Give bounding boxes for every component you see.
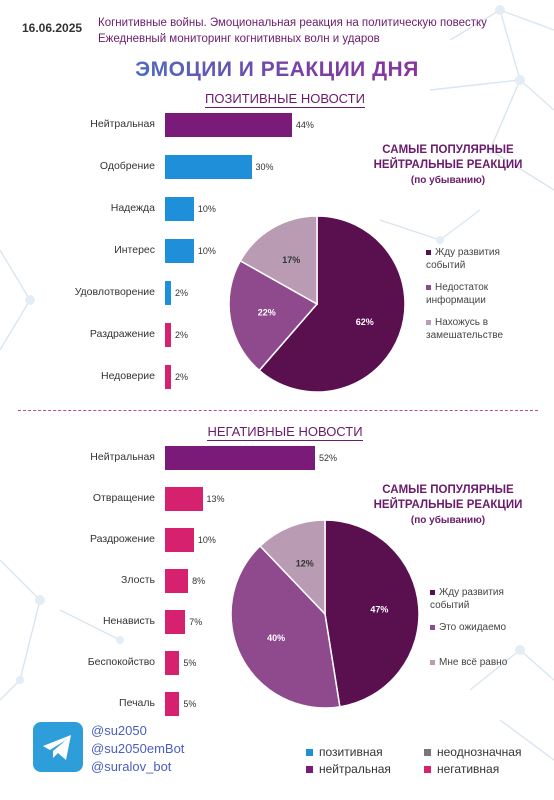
bar-category-label: Раздрожение <box>89 533 155 545</box>
pie-value-label: 40% <box>267 633 285 643</box>
bar <box>165 446 315 470</box>
bar-value-label: 5% <box>183 658 197 668</box>
bar-category-label: Нейтральная <box>90 451 155 463</box>
pie-value-label: 47% <box>370 605 388 615</box>
pie-legend-label: Это ожидаемо <box>439 622 507 633</box>
bar-category-label: Отвращение <box>92 492 155 504</box>
pie-legend-item: Это ожидаемо <box>430 621 540 634</box>
bar <box>165 692 180 716</box>
category-legend-item: негативная <box>424 762 499 776</box>
bar <box>165 569 189 593</box>
bar-value-label: 52% <box>319 453 338 463</box>
bar-category-label: Одобрение <box>99 160 155 172</box>
legend-swatch <box>430 659 435 665</box>
legend-swatch <box>430 589 435 595</box>
pie-legend-item: Недостаток информации <box>426 281 536 307</box>
legend-swatch <box>306 749 313 757</box>
pie-slice <box>239 215 318 306</box>
bar-category-label: Раздражение <box>89 328 155 340</box>
positive-section-title: ПОЗИТИВНЫЕ НОВОСТИ <box>205 91 365 108</box>
bar-category-label: Интерес <box>114 244 155 256</box>
pie-value-label: 22% <box>258 308 276 318</box>
bar <box>165 197 194 221</box>
positive-pie-chart: 62% 22% 17% <box>228 215 406 393</box>
pie-value-label: 62% <box>356 317 374 327</box>
bar <box>165 610 186 634</box>
bar-category-label: Недоверие <box>100 370 155 382</box>
negative-section-title: НЕГАТИВНЫЕ НОВОСТИ <box>207 424 363 441</box>
bar <box>165 155 252 179</box>
bar-value-label: 2% <box>175 330 189 340</box>
legend-swatch <box>426 319 431 325</box>
bar-category-label: Ненависть <box>102 615 155 627</box>
bar-category-label: Злость <box>121 574 155 586</box>
legend-swatch <box>426 284 431 290</box>
pie-legend-label: Мне всё равно <box>439 657 508 668</box>
contact-handle[interactable]: @su2050 <box>91 723 147 738</box>
pie-value-label: 17% <box>282 255 300 265</box>
pie-legend-label: Нахожусь в замешательстве <box>426 317 504 341</box>
negative-pie-title: САМЫЕ ПОПУЛЯРНЫЕ НЕЙТРАЛЬНЫЕ РЕАКЦИИ (по… <box>373 484 523 526</box>
bar-value-label: 7% <box>189 617 203 627</box>
pie-slice <box>258 215 406 393</box>
negative-pie-chart: 47% 40% 12% <box>230 519 420 709</box>
bar-value-label: 5% <box>183 699 197 709</box>
bar <box>165 323 171 347</box>
legend-swatch <box>424 749 431 757</box>
category-legend-item: неоднозначная <box>424 745 521 759</box>
bar-value-label: 13% <box>206 494 225 504</box>
bar-category-label: Надежда <box>110 202 155 214</box>
bar <box>165 113 292 137</box>
legend-swatch <box>306 766 313 774</box>
pie-legend-label: Жду развития событий <box>426 247 500 271</box>
telegram-icon[interactable] <box>33 722 83 772</box>
bar-category-label: Удовлотворение <box>74 286 155 298</box>
bar <box>165 281 171 305</box>
bar-value-label: 10% <box>197 204 216 214</box>
contact-handle[interactable]: @suralov_bot <box>91 759 172 774</box>
section-divider <box>18 410 538 411</box>
header-line-1: Когнитивные войны. Эмоциональная реакция… <box>98 17 487 29</box>
bar-value-label: 10% <box>197 246 216 256</box>
bar <box>165 365 171 389</box>
pie-slice <box>228 259 319 372</box>
main-title: ЭМОЦИИ И РЕАКЦИИ ДНЯ <box>0 58 554 82</box>
pie-legend-item: Мне всё равно <box>430 656 540 669</box>
pie-legend-item: Жду развития событий <box>426 246 536 272</box>
pie-value-label: 12% <box>296 558 314 568</box>
bar-value-label: 2% <box>175 288 189 298</box>
pie-slice <box>230 544 341 709</box>
pie-legend-item: Нахожусь в замешательстве <box>426 316 536 342</box>
legend-swatch <box>424 766 431 774</box>
report-date: 16.06.2025 <box>22 21 83 35</box>
header-line-2: Ежедневный мониторинг когнитивных волн и… <box>98 33 380 45</box>
pie-slice <box>324 519 420 708</box>
bar-category-label: Беспокойство <box>87 656 155 668</box>
bar-category-label: Нейтральная <box>90 118 155 130</box>
bar-value-label: 30% <box>255 162 274 172</box>
pie-legend-item: Жду развития событий <box>430 586 540 612</box>
bar <box>165 528 194 552</box>
bar <box>165 239 194 263</box>
legend-swatch <box>426 249 431 255</box>
bar-value-label: 10% <box>197 535 216 545</box>
bar-value-label: 2% <box>175 372 189 382</box>
bar-value-label: 44% <box>295 120 314 130</box>
bar <box>165 487 203 511</box>
bar <box>165 651 180 675</box>
bar-category-label: Печаль <box>119 697 155 709</box>
category-legend-item: позитивная <box>306 745 383 759</box>
contact-handle[interactable]: @su2050emBot <box>91 741 185 756</box>
category-legend-item: нейтральная <box>306 762 391 776</box>
positive-pie-title: САМЫЕ ПОПУЛЯРНЫЕ НЕЙТРАЛЬНЫЕ РЕАКЦИИ (по… <box>373 144 523 186</box>
bar-value-label: 8% <box>192 576 206 586</box>
pie-slice <box>259 519 326 616</box>
pie-legend-label: Недостаток информации <box>426 282 489 306</box>
legend-swatch <box>430 624 435 630</box>
pie-legend-label: Жду развития событий <box>430 587 504 611</box>
